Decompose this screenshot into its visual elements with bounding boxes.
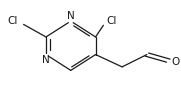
Text: N: N [67,11,75,21]
Text: O: O [172,57,180,67]
Text: Cl: Cl [7,16,18,26]
Text: Cl: Cl [106,16,117,26]
Text: N: N [42,55,50,65]
